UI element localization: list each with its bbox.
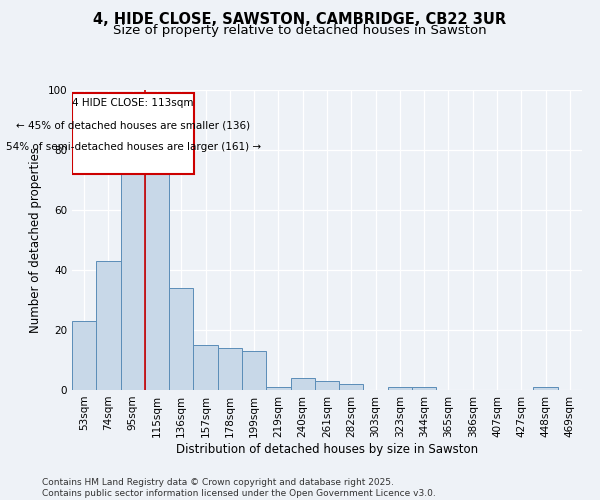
Text: Size of property relative to detached houses in Sawston: Size of property relative to detached ho… (113, 24, 487, 37)
Bar (121, 147, 145, 390)
X-axis label: Distribution of detached houses by size in Sawston: Distribution of detached houses by size … (176, 442, 478, 456)
Text: 4, HIDE CLOSE, SAWSTON, CAMBRIDGE, CB22 3UR: 4, HIDE CLOSE, SAWSTON, CAMBRIDGE, CB22 … (94, 12, 506, 28)
Bar (533, 387, 558, 390)
Bar (72, 321, 96, 390)
Bar (145, 138, 169, 390)
Bar (218, 348, 242, 390)
Bar (412, 387, 436, 390)
Bar (266, 387, 290, 390)
Text: Contains HM Land Registry data © Crown copyright and database right 2025.
Contai: Contains HM Land Registry data © Crown c… (42, 478, 436, 498)
Bar (96, 261, 121, 390)
Bar (388, 387, 412, 390)
Text: ← 45% of detached houses are smaller (136): ← 45% of detached houses are smaller (13… (16, 120, 250, 130)
Bar (169, 288, 193, 390)
Text: 4 HIDE CLOSE: 113sqm: 4 HIDE CLOSE: 113sqm (73, 98, 194, 108)
Bar (339, 384, 364, 390)
Bar (290, 378, 315, 390)
Text: 54% of semi-detached houses are larger (161) →: 54% of semi-detached houses are larger (… (5, 142, 261, 152)
Y-axis label: Number of detached properties: Number of detached properties (29, 147, 42, 333)
Bar (315, 381, 339, 390)
Bar (242, 351, 266, 390)
Bar (73, 93, 194, 174)
Bar (193, 345, 218, 390)
